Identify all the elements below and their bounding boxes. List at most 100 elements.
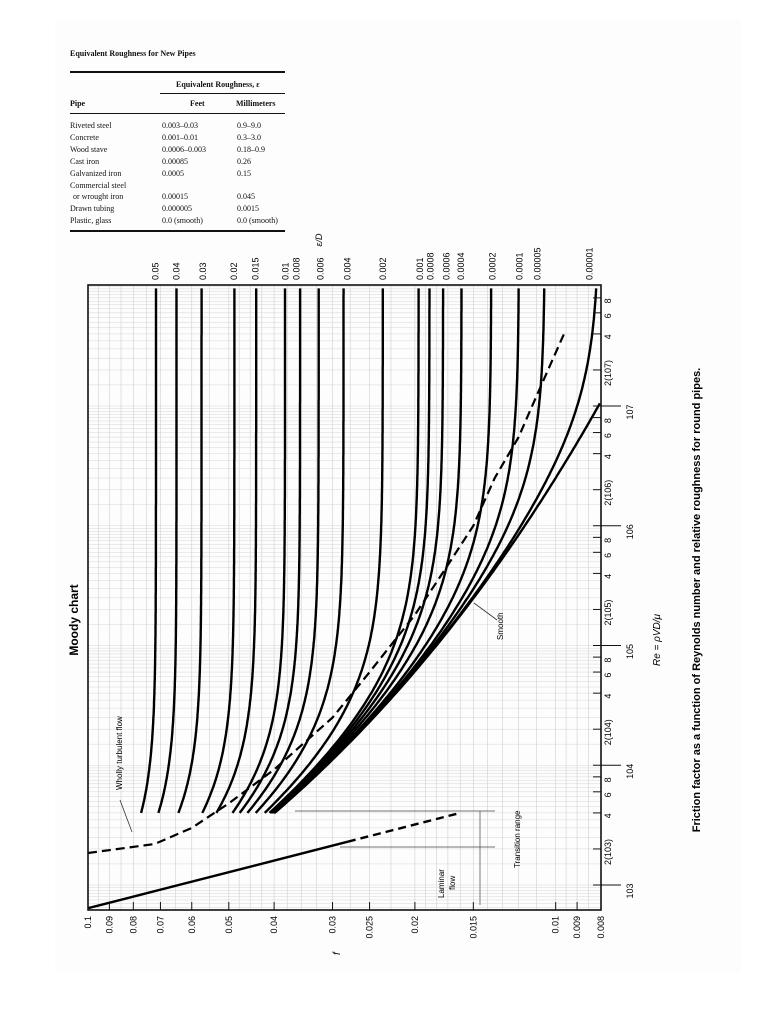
re-major-label: 106 — [625, 524, 635, 539]
re-minor-label: 2(103) — [603, 839, 613, 865]
chart-title: Moody chart — [67, 584, 81, 655]
smooth-label: Smooth — [496, 612, 505, 640]
table-cell-pipe: Concrete — [70, 133, 99, 142]
re-minor-label: 4 — [603, 454, 613, 459]
table-cell-feet: 0.00085 — [162, 157, 188, 166]
roughness-curve — [263, 288, 384, 814]
roughness-label: 0.002 — [378, 257, 388, 280]
f-tick-label: 0.06 — [187, 916, 197, 934]
roughness-curve — [157, 288, 178, 814]
re-minor-label: 2(105) — [603, 599, 613, 625]
roughness-curve — [231, 288, 287, 814]
re-minor-label: 6 — [603, 313, 613, 318]
f-tick-label: 0.04 — [269, 916, 279, 934]
roughness-label: 0.0004 — [456, 252, 466, 280]
re-major-label: 104 — [625, 764, 635, 779]
chart-labels: 0.1 0.09 0.08 0.07 0.06 0.05 0.04 0.03 0.025 0.02… — [67, 233, 703, 955]
laminar-dashed-line — [347, 811, 461, 843]
roughness-label: 0.03 — [198, 262, 208, 280]
table-cell-mm: 0.26 — [237, 157, 251, 166]
re-major-label: 105 — [625, 644, 635, 659]
f-tick-label: 0.08 — [128, 916, 138, 934]
roughness-label: 0.00001 — [585, 247, 595, 280]
table-cell-pipe: Commercial steel — [70, 181, 127, 190]
roughness-label: 0.001 — [415, 257, 425, 280]
table-cell-mm: 0.3–3.0 — [237, 133, 261, 142]
table-cell-mm: 0.0 (smooth) — [237, 216, 278, 225]
col-header-mm: Millimeters — [236, 99, 276, 108]
f-tick-label: 0.01 — [551, 916, 561, 934]
roughness-curve — [254, 288, 345, 814]
roughness-curve — [139, 288, 158, 814]
table-cell-feet: 0.003–0.03 — [162, 121, 198, 130]
roughness-label: 0.004 — [343, 257, 353, 280]
roughness-label: 0.0006 — [442, 252, 452, 280]
roughness-curve — [177, 288, 203, 814]
table-cell-feet: 0.000005 — [162, 204, 192, 213]
roughness-label: 0.006 — [315, 257, 325, 280]
roughness-curve — [246, 288, 320, 814]
chart-caption: Friction factor as a function of Reynold… — [691, 368, 703, 833]
col-header-feet: Feet — [190, 99, 205, 108]
f-tick-label: 0.05 — [224, 916, 234, 934]
roughness-curve — [272, 288, 493, 814]
re-major-label: 107 — [625, 404, 635, 419]
roughness-label: 0.015 — [251, 257, 261, 280]
roughness-axis-label: ε/D — [314, 233, 324, 246]
wholly-turbulent-boundary — [87, 333, 566, 855]
re-minor-label: 4 — [603, 813, 613, 818]
scanned-page — [55, 20, 741, 972]
re-minor-label: 2(104) — [603, 719, 613, 745]
table-cell-pipe: Plastic, glass — [70, 216, 112, 225]
f-tick-label: 0.02 — [410, 916, 420, 934]
re-minor-label: 2(106) — [603, 480, 613, 506]
re-minor-label: 8 — [603, 658, 613, 663]
table-cell-pipe: Galvanized iron — [70, 169, 122, 178]
re-minor-label: 6 — [603, 553, 613, 558]
table-cell-mm: 0.0015 — [237, 204, 259, 213]
table-header-rule — [70, 113, 285, 114]
roughness-curve — [201, 288, 236, 814]
table-cell-pipe: Wood stave — [70, 145, 108, 154]
laminar-label: Laminar — [437, 869, 446, 898]
table-group-header: Equivalent Roughness, ε — [176, 80, 260, 89]
roughness-curve — [268, 288, 420, 814]
re-minor-label: 8 — [603, 298, 613, 303]
f-tick-label: 0.03 — [328, 916, 338, 934]
col-header-pipe: Pipe — [70, 99, 86, 108]
re-minor-label: 4 — [603, 694, 613, 699]
re-minor-label: 6 — [603, 792, 613, 797]
roughness-label: 0.04 — [171, 262, 181, 280]
table-top-rule — [70, 71, 285, 73]
f-axis-label: f — [332, 951, 343, 955]
transition-label: Transition range — [513, 810, 522, 868]
laminar-label: flow — [448, 876, 457, 890]
laminar-line — [87, 840, 349, 910]
f-tick-label: 0.009 — [572, 916, 582, 939]
table-cell-feet: 0.001–0.01 — [162, 133, 198, 142]
re-major-label: 103 — [625, 883, 635, 898]
plot-frame — [87, 284, 602, 911]
re-minor-label: 2(107) — [603, 360, 613, 386]
roughness-label: 0.00005 — [532, 247, 542, 280]
re-minor-label: 8 — [603, 777, 613, 782]
roughness-label: 0.0002 — [488, 252, 498, 280]
re-minor-label: 8 — [603, 538, 613, 543]
roughness-label: 0.0001 — [515, 252, 525, 280]
re-minor-label: 6 — [603, 433, 613, 438]
table-cell-mm: 0.15 — [237, 169, 251, 178]
roughness-label: 0.02 — [229, 262, 239, 280]
annotation-leader — [473, 602, 498, 621]
table-cell-feet: 0.0 (smooth) — [162, 216, 203, 225]
annotation-leader — [119, 799, 133, 833]
chart-curves — [87, 288, 601, 910]
f-tick-label: 0.09 — [104, 916, 114, 934]
table-cell-feet: 0.0006–0.003 — [162, 145, 206, 154]
table-cell-pipe: Riveted steel — [70, 121, 112, 130]
f-tick-label: 0.015 — [468, 916, 478, 939]
wholly-turbulent-label: Wholly turbulent flow — [115, 716, 124, 790]
re-minor-label: 8 — [603, 418, 613, 423]
roughness-label: 0.01 — [281, 262, 291, 280]
f-tick-label: 0.025 — [365, 916, 375, 939]
